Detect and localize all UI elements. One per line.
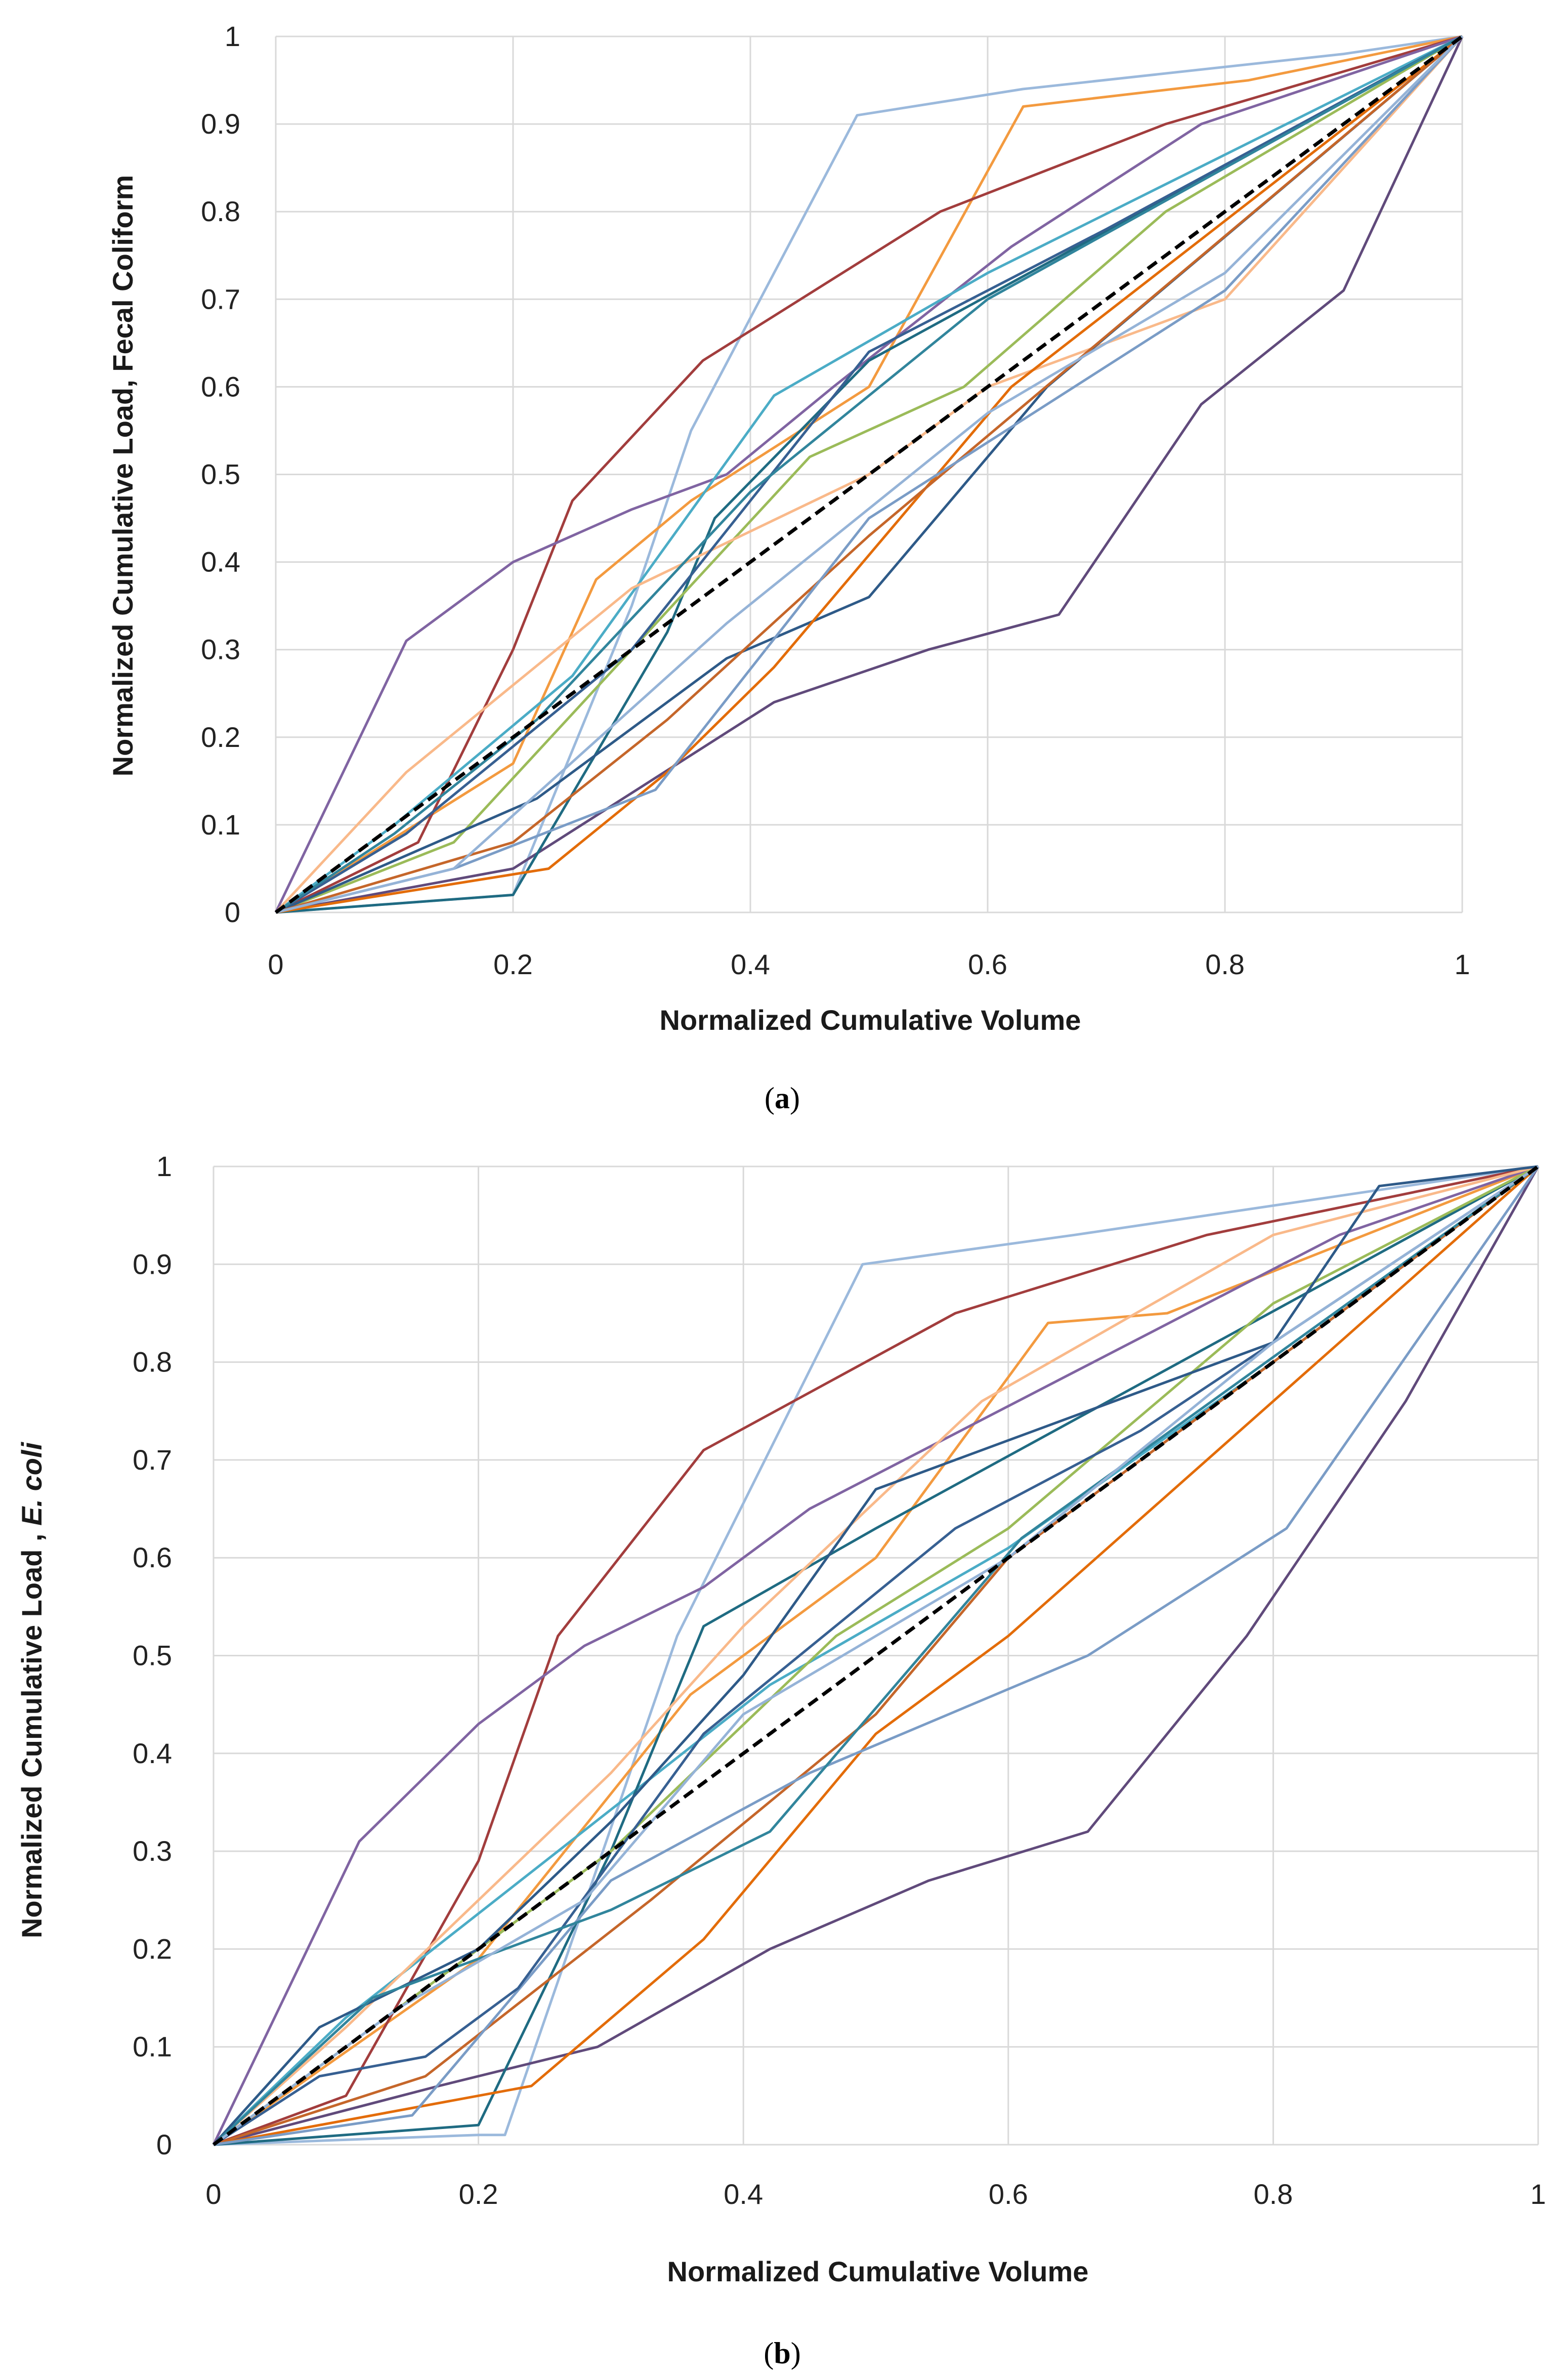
y-tick-label-b-9: 0.9: [133, 1248, 172, 1280]
chart-a: 0 0.2 0.4 0.6 0.8 1 0 0.1 0.2 0.3 0.4 0.5 0.6 0.7 0.8 0…: [107, 20, 1470, 1115]
y-tick-label-b-5: 0.5: [133, 1640, 172, 1672]
y-tick-label-a-0: 0: [225, 896, 240, 928]
series-line-a-11: [275, 35, 1463, 914]
series-line-a-4: [274, 35, 1463, 913]
y-tick-label-b-7: 0.7: [133, 1444, 172, 1476]
y-tick-label-b-4: 0.4: [133, 1737, 172, 1769]
series-line-b-4: [212, 1165, 1539, 2146]
series-line-b-14: [213, 1165, 1539, 2146]
y-axis-title-b-italic: E. coli: [16, 1441, 48, 1525]
x-tick-label-b-0: 0: [205, 2178, 221, 2210]
y-tick-label-a-8: 0.8: [201, 195, 240, 227]
x-tick-label-b-2: 0.4: [724, 2178, 763, 2210]
x-tick-label-a-5: 1: [1454, 948, 1470, 980]
series-line-a-12: [275, 35, 1463, 914]
y-tick-label-a-1: 0.1: [201, 809, 240, 841]
x-tick-label-a-4: 0.8: [1205, 948, 1245, 980]
y-axis-title-a: Normalized Cumulative Load, Fecal Colifo…: [107, 175, 139, 777]
x-tick-label-b-4: 0.8: [1253, 2178, 1293, 2210]
y-tick-label-a-6: 0.6: [201, 370, 240, 402]
panel-label-b: (b): [764, 2336, 800, 2370]
series-line-a-16: [275, 35, 1463, 914]
y-tick-label-b-0: 0: [156, 2128, 172, 2160]
x-tick-label-a-0: 0: [268, 948, 283, 980]
series-line-a-15: [275, 35, 1463, 914]
series-line-b-11: [213, 1165, 1539, 2146]
x-tick-label-a-3: 0.6: [968, 948, 1007, 980]
series-group-b: [212, 1165, 1540, 2146]
y-tick-label-a-7: 0.7: [201, 283, 240, 315]
x-tick-label-a-2: 0.4: [731, 948, 770, 980]
series-line-b-3: [213, 1165, 1539, 2146]
x-tick-label-a-1: 0.2: [493, 948, 533, 980]
y-tick-label-b-6: 0.6: [133, 1541, 172, 1573]
panel-label-b-letter: b: [774, 2336, 790, 2370]
series-line-b-7: [213, 1165, 1539, 2146]
x-tick-label-b-5: 1: [1530, 2178, 1546, 2210]
chart-b: 0 0.2 0.4 0.6 0.8 1 0 0.1 0.2 0.3 0.4 0.5 0.6 0.7 0.8 0…: [16, 1150, 1546, 2370]
y-tick-label-a-5: 0.5: [201, 458, 240, 490]
reference-line-a: [274, 35, 1464, 914]
series-line-a-14: [275, 35, 1463, 914]
x-axis-title-a: Normalized Cumulative Volume: [660, 1004, 1081, 1036]
tick-labels-b: 0 0.2 0.4 0.6 0.8 1 0 0.1 0.2 0.3 0.4 0.5 0.6 0.7 0.8 0…: [133, 1150, 1546, 2210]
y-tick-label-a-2: 0.2: [201, 721, 240, 753]
grid-b: [213, 1165, 1539, 2146]
x-tick-label-b-1: 0.2: [459, 2178, 498, 2210]
series-line-b-9: [213, 1165, 1539, 2146]
series-line-b-1: [213, 1165, 1539, 2146]
y-tick-label-b-3: 0.3: [133, 1835, 172, 1867]
series-line-a-2: [275, 35, 1463, 914]
y-tick-label-a-4: 0.4: [201, 546, 240, 578]
series-group-a: [274, 35, 1464, 914]
series-line-b-13: [213, 1165, 1540, 2146]
series-line-a-1: [275, 35, 1463, 914]
y-axis-title-b: Normalized Cumulative Load , E. coli: [16, 1441, 48, 1938]
series-line-b-12: [213, 1165, 1539, 2146]
panel-label-a-letter: a: [775, 1081, 790, 1115]
y-tick-label-a-9: 0.9: [201, 108, 240, 140]
y-axis-title-b-main: Normalized Cumulative Load ,: [16, 1526, 48, 1938]
y-tick-label-b-10: 1: [156, 1150, 172, 1182]
x-axis-title-b: Normalized Cumulative Volume: [667, 2256, 1089, 2287]
y-tick-label-b-8: 0.8: [133, 1346, 172, 1378]
series-line-a-5: [275, 35, 1464, 914]
tick-labels-a: 0 0.2 0.4 0.6 0.8 1 0 0.1 0.2 0.3 0.4 0.5 0.6 0.7 0.8 0…: [201, 20, 1470, 980]
x-tick-label-b-3: 0.6: [989, 2178, 1028, 2210]
series-line-a-8: [275, 35, 1463, 914]
series-line-a-9: [275, 35, 1463, 913]
panel-label-a: (a): [765, 1081, 800, 1115]
y-tick-label-b-1: 0.1: [133, 2031, 172, 2063]
series-line-b-5: [213, 1165, 1540, 2146]
y-tick-label-a-10: 1: [225, 20, 240, 52]
y-tick-label-a-3: 0.3: [201, 634, 240, 665]
y-tick-label-b-2: 0.2: [133, 1933, 172, 1965]
